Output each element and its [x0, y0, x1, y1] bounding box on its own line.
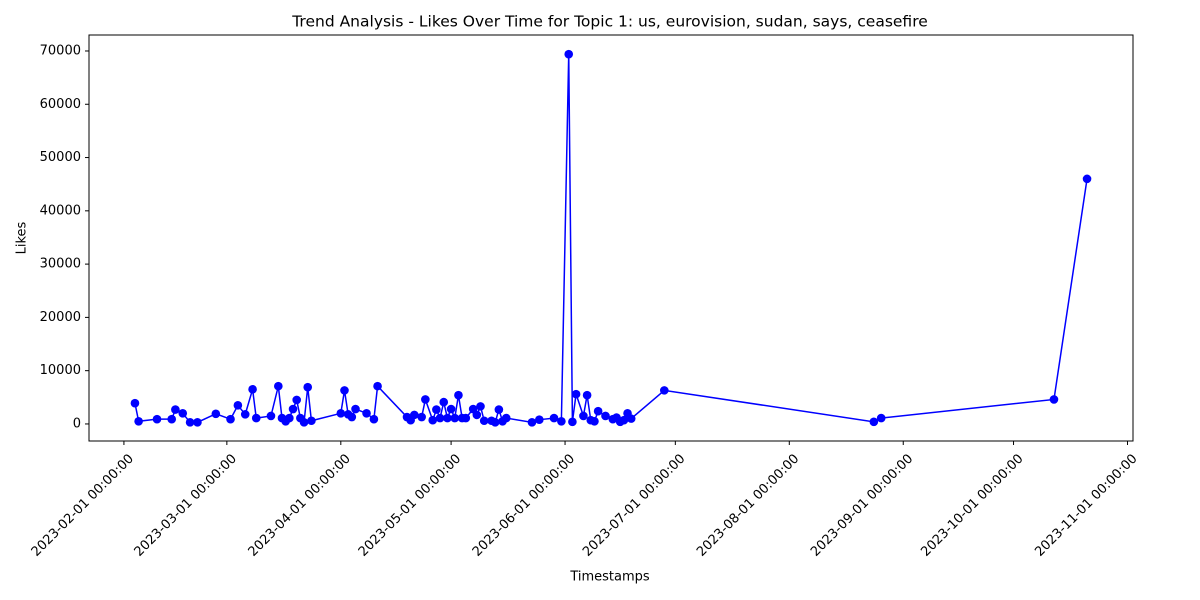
- x-axis-label: Timestamps: [569, 570, 650, 585]
- marker: [579, 411, 588, 421]
- marker: [535, 415, 544, 424]
- marker: [428, 415, 438, 425]
- marker: [435, 413, 445, 423]
- marker: [351, 404, 360, 414]
- marker: [417, 412, 426, 422]
- marker: [564, 49, 574, 59]
- marker: [410, 410, 419, 420]
- chart-title: Trend Analysis - Likes Over Time for Top…: [291, 13, 928, 31]
- marker: [303, 382, 313, 392]
- marker: [549, 413, 559, 423]
- marker: [340, 386, 349, 395]
- x-tick-label: 2023-06-01 00:00:00: [470, 451, 578, 559]
- x-tick-label: 2023-05-01 00:00:00: [356, 451, 464, 559]
- marker: [876, 413, 886, 423]
- marker: [369, 414, 379, 424]
- marker: [152, 414, 162, 424]
- marker: [869, 417, 879, 427]
- marker: [501, 413, 511, 423]
- marker: [557, 416, 566, 426]
- plot-frame: [88, 34, 1134, 442]
- marker: [450, 413, 460, 423]
- marker: [571, 389, 581, 399]
- y-axis-label: Likes: [15, 221, 30, 254]
- marker: [439, 397, 449, 407]
- marker: [248, 385, 257, 394]
- marker: [240, 410, 250, 419]
- x-tick-label: 2023-07-01 00:00:00: [580, 451, 688, 559]
- y-tick-label: 0: [73, 416, 81, 431]
- marker: [226, 414, 235, 424]
- marker: [171, 405, 180, 414]
- x-tick-label: 2023-10-01 00:00:00: [918, 451, 1026, 559]
- marker: [568, 417, 577, 427]
- marker: [307, 416, 316, 426]
- marker: [1082, 174, 1092, 184]
- x-tick-label: 2023-04-01 00:00:00: [246, 451, 354, 559]
- y-tick-label: 30000: [40, 257, 81, 272]
- marker: [476, 402, 485, 411]
- marker: [266, 411, 276, 421]
- marker: [432, 405, 441, 414]
- marker: [582, 390, 592, 400]
- x-tick-label: 2023-08-01 00:00:00: [694, 451, 802, 559]
- marker: [421, 395, 430, 404]
- y-tick-label: 70000: [40, 43, 81, 58]
- marker: [347, 412, 357, 422]
- marker: [211, 409, 221, 419]
- x-tick-label: 2023-09-01 00:00:00: [808, 451, 916, 559]
- marker: [299, 418, 309, 427]
- marker: [193, 418, 202, 427]
- marker: [288, 404, 298, 414]
- marker: [446, 404, 456, 414]
- marker: [130, 398, 140, 408]
- marker: [443, 413, 452, 423]
- marker: [626, 414, 636, 423]
- marker: [494, 405, 504, 414]
- marker: [454, 390, 463, 400]
- marker: [472, 410, 482, 420]
- marker: [336, 408, 346, 418]
- marker: [479, 416, 489, 426]
- marker: [590, 416, 599, 426]
- x-tick-label: 2023-03-01 00:00:00: [132, 451, 240, 559]
- marker: [490, 418, 500, 427]
- marker: [233, 401, 243, 410]
- y-tick-label: 40000: [40, 203, 81, 218]
- marker: [660, 386, 669, 395]
- y-tick-label: 10000: [40, 363, 81, 378]
- marker: [285, 413, 294, 423]
- marker: [461, 413, 471, 423]
- marker: [185, 418, 195, 427]
- marker: [619, 415, 629, 425]
- marker: [1049, 395, 1059, 404]
- marker: [527, 418, 537, 427]
- y-tick-label: 50000: [40, 150, 81, 165]
- marker: [167, 414, 177, 424]
- marker: [251, 413, 261, 423]
- marker: [178, 408, 188, 418]
- line: [134, 54, 1088, 425]
- marker: [134, 416, 143, 426]
- x-tick-label: 2023-11-01 00:00:00: [1032, 451, 1140, 559]
- marker: [292, 395, 301, 405]
- marker: [601, 411, 610, 421]
- y-tick-label: 60000: [40, 97, 81, 112]
- marker: [274, 381, 283, 391]
- marker: [593, 406, 603, 416]
- y-tick-label: 20000: [40, 310, 81, 325]
- x-tick-label: 2023-02-01 00:00:00: [29, 451, 137, 559]
- marker: [362, 408, 371, 418]
- marker: [373, 381, 382, 391]
